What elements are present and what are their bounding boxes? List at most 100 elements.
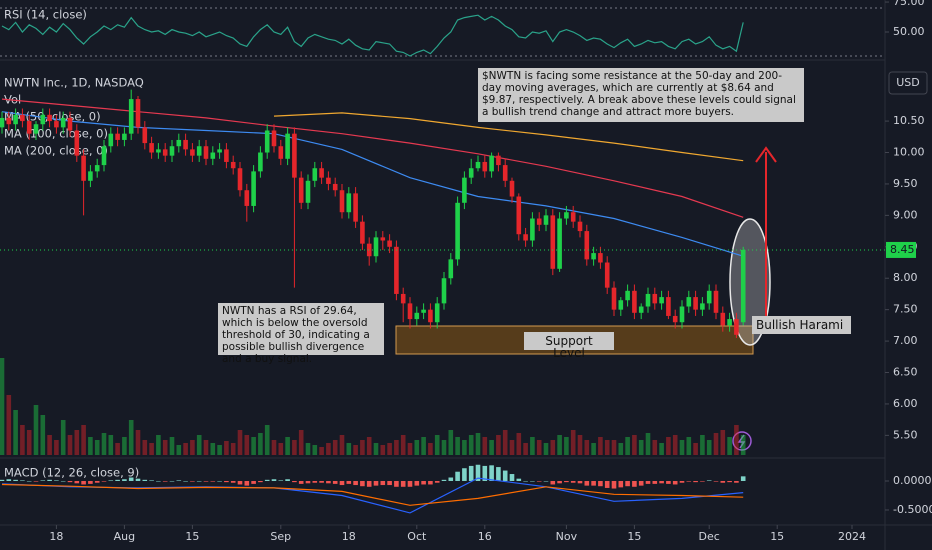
candle-body xyxy=(54,121,59,128)
macd-histogram-bar xyxy=(183,480,188,482)
candle-body xyxy=(298,177,304,203)
volume-bar xyxy=(40,415,46,455)
candle-body xyxy=(271,130,277,147)
volume-bar xyxy=(13,410,18,455)
candle-body xyxy=(305,180,311,203)
macd-histogram-bar xyxy=(237,480,243,485)
main-legend: NWTN Inc., 1D, NASDAQ xyxy=(4,76,144,90)
volume-bar xyxy=(441,440,447,455)
macd-histogram-bar xyxy=(332,480,338,484)
macd-histogram-bar xyxy=(54,480,59,481)
y-tick-label: 10.00 xyxy=(893,146,925,159)
volume-bar xyxy=(489,440,494,455)
volume-bar xyxy=(536,440,542,455)
macd-histogram-bar xyxy=(591,480,596,486)
x-tick-label: 15 xyxy=(627,530,641,543)
volume-bar xyxy=(101,433,107,455)
y-tick-label: 75.00 xyxy=(893,0,925,8)
macd-histogram-bar xyxy=(686,480,692,482)
candle-body xyxy=(285,133,290,159)
candle-body xyxy=(332,183,338,191)
volume-bar xyxy=(387,443,392,455)
candle-body xyxy=(230,161,236,169)
macd-histogram-bar xyxy=(462,468,467,481)
volume-bar xyxy=(156,435,161,455)
volume-bar xyxy=(632,435,637,455)
volume-bar xyxy=(543,443,549,455)
macd-histogram-bar xyxy=(509,474,515,481)
candle-body xyxy=(632,290,637,313)
candle-body xyxy=(598,253,603,263)
volume-bar xyxy=(523,443,528,455)
volume-bar xyxy=(462,440,467,455)
macd-histogram-bar xyxy=(33,480,39,482)
macd-histogram-bar xyxy=(305,480,311,484)
volume-bar xyxy=(298,430,304,455)
candle-body xyxy=(115,133,120,140)
macd-histogram-bar xyxy=(543,480,549,482)
macd-histogram-bar xyxy=(94,480,100,483)
volume-bar xyxy=(135,430,141,455)
volume-bar xyxy=(557,435,562,455)
volume-bar xyxy=(312,445,318,455)
candle-body xyxy=(740,249,746,323)
candle-body xyxy=(190,149,195,156)
macd-histogram-bar xyxy=(421,480,426,485)
candle-body xyxy=(326,177,331,184)
volume-bar xyxy=(652,440,658,455)
x-tick-label: Oct xyxy=(407,530,427,543)
candle-body xyxy=(441,278,447,304)
macd-histogram-bar xyxy=(312,480,318,483)
candle-body xyxy=(727,319,732,326)
volume-bar xyxy=(468,435,474,455)
macd-histogram-bar xyxy=(516,478,522,481)
macd-histogram-bar xyxy=(468,465,474,481)
candle-body xyxy=(346,193,352,213)
macd-histogram-bar xyxy=(380,480,386,486)
volume-bar xyxy=(196,435,202,455)
moving-average xyxy=(273,112,744,162)
macd-histogram-bar xyxy=(523,480,528,482)
volume-bar xyxy=(217,445,222,455)
volume-bar xyxy=(285,437,290,455)
currency-box xyxy=(888,71,928,95)
candle-body xyxy=(618,300,624,310)
candle-body xyxy=(6,117,12,125)
volume-bar xyxy=(142,440,148,455)
volume-bar xyxy=(598,437,603,455)
y-tick-label: 50.00 xyxy=(893,25,925,38)
volume-bar xyxy=(407,443,413,455)
last-price-box xyxy=(886,241,916,258)
ma-legend: MA (200, close, 0) xyxy=(4,144,108,158)
volume-bar xyxy=(727,437,732,455)
volume-bar xyxy=(319,447,324,455)
macd-histogram-bar xyxy=(557,480,562,484)
y-tick-label: 10.50 xyxy=(893,114,925,127)
macd-histogram-bar xyxy=(434,480,440,483)
macd-histogram-bar xyxy=(0,479,5,481)
candle-body xyxy=(319,168,324,178)
volume-bar xyxy=(264,425,270,455)
volume-bar xyxy=(258,433,263,455)
annotation: NWTN has a RSI of 29.64, which is below … xyxy=(218,303,384,365)
macd-histogram-bar xyxy=(734,480,739,483)
volume-bar xyxy=(570,430,576,455)
macd-histogram-bar xyxy=(536,480,542,482)
volume-bar xyxy=(326,443,331,455)
volume-bar xyxy=(47,435,52,455)
candle-body xyxy=(149,143,154,153)
candle-body xyxy=(557,218,562,269)
macd-histogram-bar xyxy=(169,480,175,482)
volume-bar xyxy=(271,440,277,455)
volume-bar xyxy=(0,358,5,455)
candle-body xyxy=(142,127,148,144)
arrow-head xyxy=(755,146,777,163)
macd-histogram-bar xyxy=(40,480,46,481)
x-tick-label: 18 xyxy=(49,530,63,543)
volume-bar xyxy=(659,443,664,455)
volume-bar xyxy=(679,440,685,455)
candle-body xyxy=(81,155,86,181)
candle-body xyxy=(543,215,549,225)
macd-histogram-bar xyxy=(638,480,644,486)
macd-histogram-bar xyxy=(387,480,392,486)
